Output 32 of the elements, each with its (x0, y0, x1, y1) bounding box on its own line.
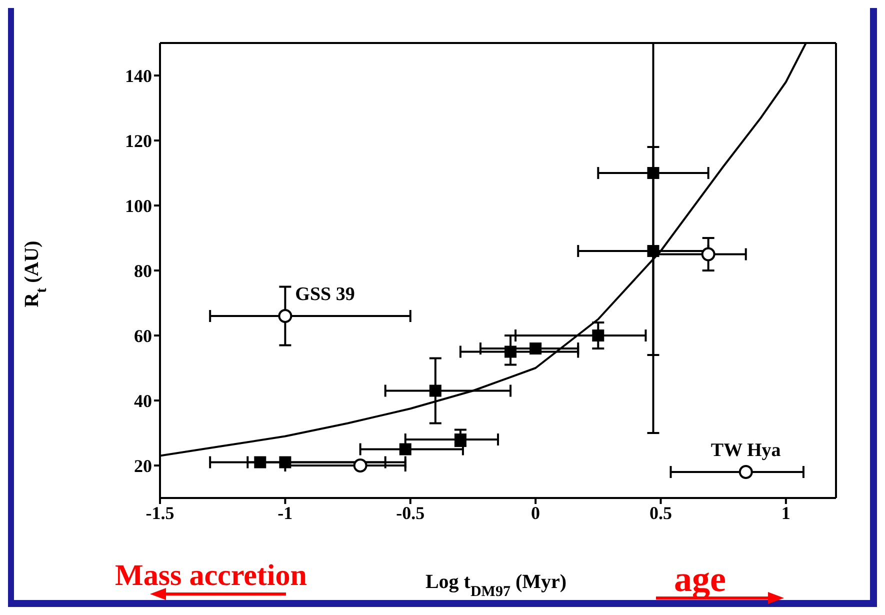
point (278, 309, 292, 323)
y-tick-label: 40 (134, 390, 152, 411)
x-tick-label: -1 (278, 502, 293, 523)
point (647, 167, 660, 179)
text: Mass accretion (115, 559, 308, 592)
point (530, 342, 542, 354)
x-tick-label: 1 (781, 502, 790, 523)
x-axis-title: Log t$_{DM97}$ (Myr) (425, 571, 567, 600)
point (454, 434, 466, 446)
point (399, 443, 412, 456)
point (738, 465, 753, 479)
y-tick-label: 120 (125, 130, 152, 151)
point (701, 247, 716, 262)
point (353, 458, 368, 472)
annotation: TW Hya (710, 440, 782, 461)
y-tick-label: 80 (134, 260, 152, 281)
y-tick-label: 60 (134, 326, 152, 346)
point (254, 456, 266, 468)
annotation: GSS 39 (295, 284, 355, 305)
text: age (674, 559, 726, 599)
point (592, 330, 604, 342)
x-tick-label: -1.5 (146, 502, 174, 523)
point (429, 384, 442, 397)
y-tick-label: 100 (125, 196, 152, 216)
point (647, 245, 660, 257)
x-tick-label: 0.5 (649, 502, 672, 523)
x-tick-label: -0.5 (396, 502, 425, 523)
y-tick-label: 20 (134, 456, 152, 476)
point (279, 456, 292, 468)
point (504, 346, 517, 358)
y-tick-label: 140 (125, 66, 152, 86)
x-tick-label: 0 (531, 502, 540, 523)
